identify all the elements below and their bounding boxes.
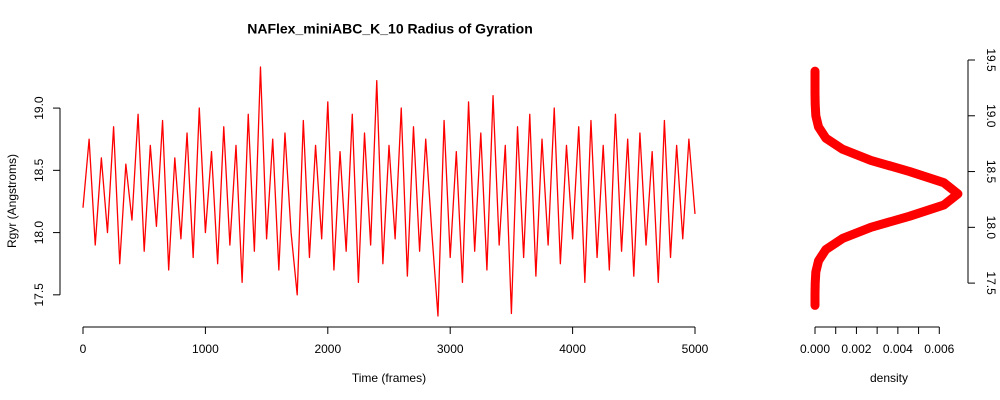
y-tick-label: 17.5	[984, 271, 998, 295]
y-tick-label: 18.5	[32, 158, 46, 182]
x-tick-label: 5000	[682, 342, 709, 356]
density-axis-label: density	[870, 371, 908, 385]
x-tick-label: 4000	[559, 342, 586, 356]
y-tick-label: 18.5	[984, 160, 998, 184]
x-tick-label: 0.006	[924, 342, 954, 356]
y-tick-label: 19.0	[984, 104, 998, 128]
x-tick-label: 2000	[314, 342, 341, 356]
y-tick-label: 18.0	[32, 221, 46, 245]
x-tick-label: 1000	[192, 342, 219, 356]
y-tick-label: 17.5	[32, 283, 46, 307]
chart-title: NAFlex_miniABC_K_10 Radius of Gyration	[247, 21, 533, 37]
density-curve	[810, 66, 963, 310]
line-series	[82, 66, 696, 317]
x-tick-label: 0.002	[841, 342, 871, 356]
x-tick-label: 0.000	[800, 342, 830, 356]
x-tick-label: 0.004	[883, 342, 913, 356]
y-axis-label: Rgyr (Angstroms)	[5, 154, 19, 248]
x-tick-label: 3000	[437, 342, 464, 356]
x-tick-label: 0	[80, 342, 87, 356]
y-tick-label: 19.0	[32, 96, 46, 120]
y-tick-label: 18.0	[984, 216, 998, 240]
y-tick-label: 19.5	[984, 48, 998, 72]
x-axis-label: Time (frames)	[352, 371, 426, 385]
